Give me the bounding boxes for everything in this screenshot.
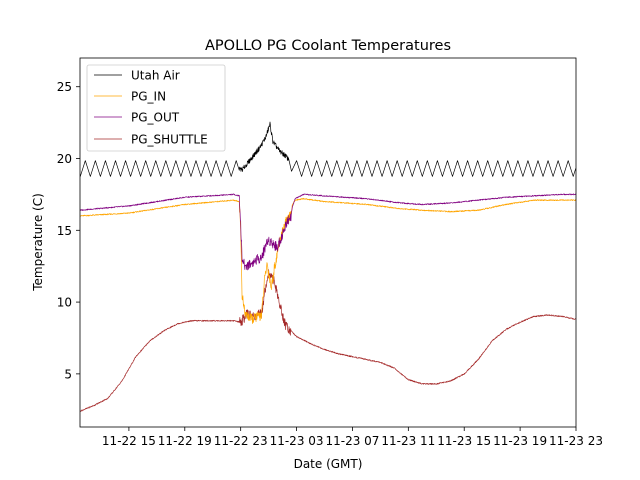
plot-frame — [79, 57, 577, 428]
y-tick-label: 5 — [64, 367, 72, 381]
x-tick-label: 11-23 19 — [493, 434, 547, 448]
chart-title: APOLLO PG Coolant Temperatures — [205, 38, 451, 54]
series-line-pg-out — [80, 193, 576, 271]
legend-label-pg-in: PG_IN — [131, 90, 166, 104]
legend-label-pg-shuttle: PG_SHUTTLE — [131, 133, 208, 147]
x-tick-label: 11-22 15 — [102, 434, 156, 448]
legend-box — [86, 64, 226, 152]
y-tick-label: 10 — [57, 296, 72, 310]
y-axis-label: Temperature (C) — [31, 193, 45, 292]
x-tick-label: 11-23 03 — [270, 434, 324, 448]
x-tick-label: 11-22 23 — [214, 434, 268, 448]
y-tick-label: 15 — [57, 224, 72, 238]
y-tick-label: 25 — [57, 80, 72, 94]
y-tick-label: 20 — [57, 152, 72, 166]
series-line-utah-air — [80, 121, 576, 177]
legend-label-pg-out: PG_OUT — [131, 111, 180, 125]
legend: Utah Air PG_IN PG_OUT PG_SHUTTLE — [86, 64, 226, 152]
x-tick-label: 11-23 07 — [325, 434, 379, 448]
x-tick-label: 11-23 11 — [381, 434, 435, 448]
x-tick-label: 11-23 23 — [549, 434, 603, 448]
series-line-pg-in — [80, 197, 576, 324]
legend-label-utah-air: Utah Air — [131, 69, 180, 83]
series-line-pg-shuttle — [80, 269, 576, 412]
x-tick-label: 11-23 15 — [437, 434, 491, 448]
x-tick-label: 11-22 19 — [158, 434, 212, 448]
x-axis-label: Date (GMT) — [294, 457, 363, 471]
